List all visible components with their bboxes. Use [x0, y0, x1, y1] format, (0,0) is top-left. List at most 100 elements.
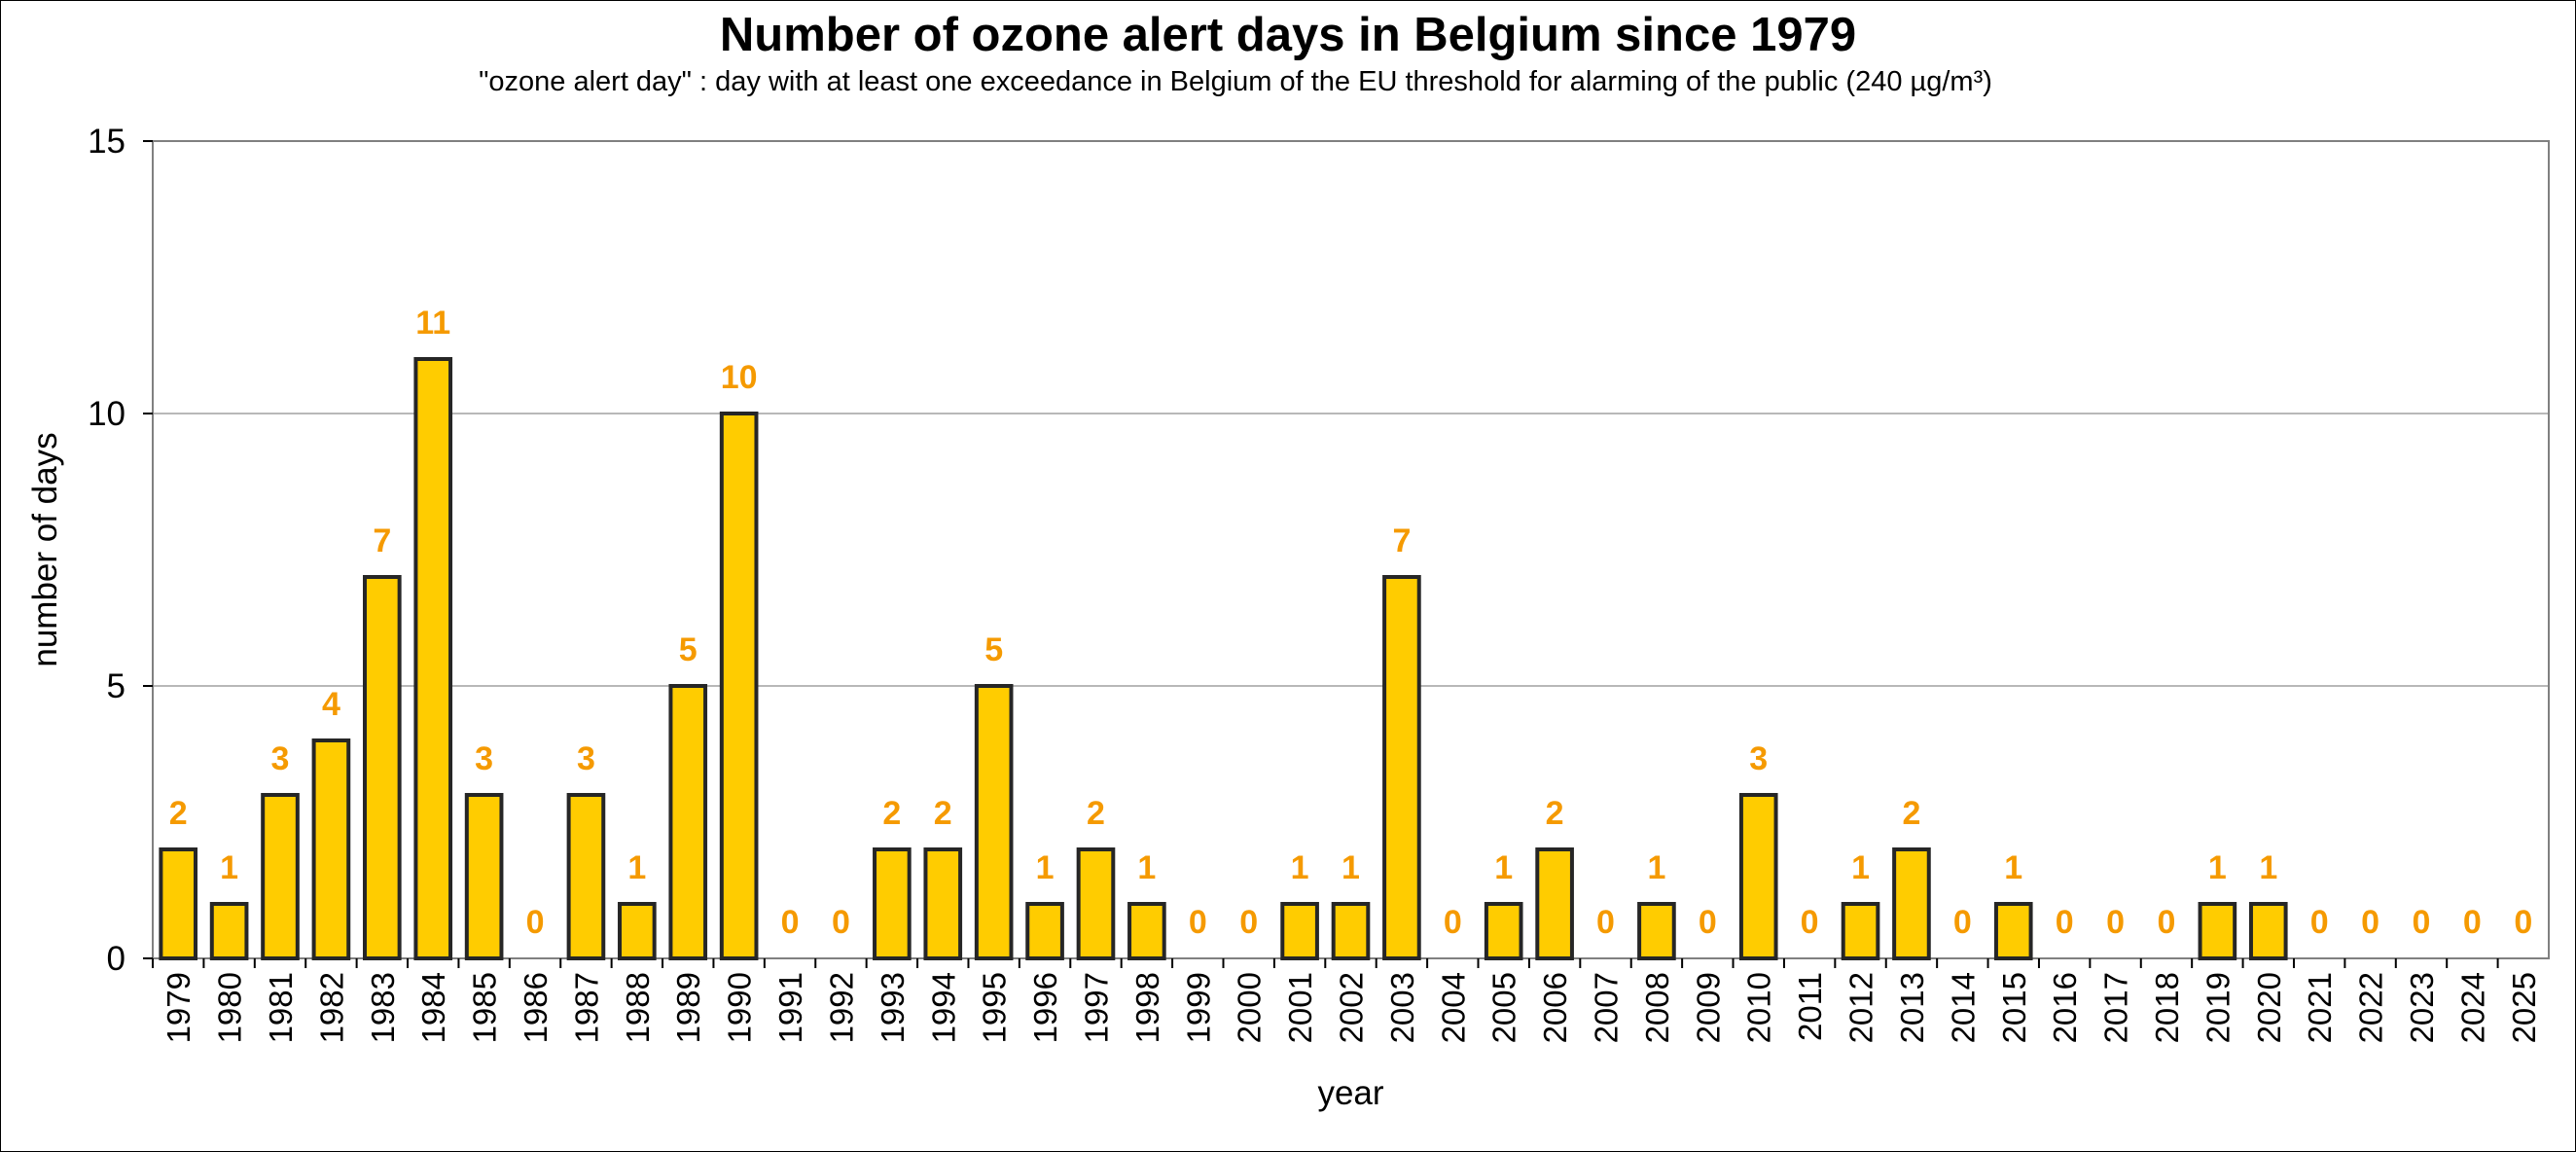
x-tick-label: 1989 [670, 972, 706, 1043]
data-label-2019: 1 [2208, 849, 2227, 886]
x-tick-label: 2015 [1996, 972, 2032, 1043]
x-tick-label: 1982 [313, 972, 349, 1043]
x-tick-label: 1991 [772, 972, 808, 1043]
x-tick-label: 1979 [161, 972, 197, 1043]
x-tick-label: 1998 [1129, 972, 1165, 1043]
x-tick-label: 2020 [2251, 972, 2287, 1043]
data-label-1981: 3 [271, 740, 290, 777]
x-tick-label: 1995 [977, 972, 1013, 1043]
bar-1988 [618, 902, 657, 960]
bar-2013 [1892, 847, 1931, 960]
x-tick-label: 1983 [365, 972, 401, 1043]
x-tick-label: 2007 [1589, 972, 1625, 1043]
bar-1989 [668, 684, 708, 960]
data-label-2001: 1 [1291, 849, 1309, 886]
chart-subtitle: "ozone alert day" : day with at least on… [479, 66, 1992, 97]
data-label-1983: 7 [373, 522, 391, 559]
y-axis: 0 5 10 15 [88, 123, 153, 978]
y-tick-label: 10 [88, 395, 125, 433]
x-tick-label: 1992 [823, 972, 859, 1043]
data-label-1988: 1 [627, 849, 646, 886]
x-tick-label: 2021 [2302, 972, 2338, 1043]
bar-1993 [873, 847, 912, 960]
data-label-1986: 0 [526, 904, 545, 941]
x-tick-label: 2006 [1537, 972, 1573, 1043]
bar-2020 [2248, 902, 2288, 960]
data-label-1998: 1 [1137, 849, 1156, 886]
bar-1997 [1076, 847, 1116, 960]
data-label-2015: 1 [2004, 849, 2022, 886]
x-tick-label: 1994 [925, 972, 961, 1043]
data-label-2023: 0 [2413, 904, 2431, 941]
data-label-1991: 0 [781, 904, 800, 941]
data-label-2005: 1 [1494, 849, 1513, 886]
x-tick-label: 2008 [1639, 972, 1675, 1043]
x-axis-title: year [1317, 1074, 1383, 1112]
data-label-1985: 3 [475, 740, 493, 777]
bar-2001 [1280, 902, 1319, 960]
data-label-2009: 0 [1699, 904, 1717, 941]
x-axis: 1979 1980 1981 1982 1983 1984 1985 1986 1987 1988… [152, 958, 2542, 1043]
x-tick-label: 1987 [568, 972, 604, 1043]
bar-1981 [261, 793, 300, 960]
data-label-1990: 10 [721, 359, 758, 396]
data-label-2014: 0 [1953, 904, 1972, 941]
x-tick-label: 1986 [518, 972, 554, 1043]
bar-2002 [1331, 902, 1371, 960]
data-label-2004: 0 [1444, 904, 1462, 941]
x-tick-label: 2024 [2454, 972, 2490, 1043]
x-tick-label: 2016 [2047, 972, 2083, 1043]
data-label-1995: 5 [984, 631, 1003, 668]
data-label-1982: 4 [322, 686, 340, 723]
bar-1979 [159, 847, 198, 960]
data-label-1980: 1 [220, 849, 238, 886]
data-label-2011: 0 [1801, 904, 1819, 941]
data-label-1994: 2 [934, 795, 952, 832]
data-label-2024: 0 [2463, 904, 2482, 941]
data-label-2002: 1 [1342, 849, 1360, 886]
bar-2012 [1841, 902, 1880, 960]
data-label-2020: 1 [2259, 849, 2277, 886]
bar-2015 [1993, 902, 2033, 960]
x-tick-label: 2025 [2506, 972, 2542, 1043]
plot-area [152, 140, 2550, 959]
bars [159, 357, 2288, 960]
x-tick-label: 2000 [1232, 972, 1268, 1043]
x-tick-label: 2022 [2353, 972, 2389, 1043]
data-label-2012: 1 [1851, 849, 1870, 886]
gridlines [153, 413, 2549, 687]
data-label-1987: 3 [577, 740, 595, 777]
x-tick-label: 1990 [722, 972, 758, 1043]
data-label-1999: 0 [1189, 904, 1207, 941]
data-label-1992: 0 [832, 904, 850, 941]
x-tick-label: 2004 [1435, 972, 1471, 1043]
bar-1980 [209, 902, 249, 960]
bar-1985 [464, 793, 504, 960]
y-tick-label: 5 [107, 667, 125, 705]
x-tick-label: 2002 [1334, 972, 1370, 1043]
bar-2005 [1484, 902, 1523, 960]
bar-2010 [1738, 793, 1778, 960]
data-label-2008: 1 [1647, 849, 1665, 886]
x-tick-label: 2003 [1384, 972, 1420, 1043]
data-label-1996: 1 [1036, 849, 1055, 886]
y-tick-label: 0 [107, 940, 125, 978]
x-tick-label: 1999 [1180, 972, 1216, 1043]
x-tick-label: 1993 [875, 972, 911, 1043]
chart-title: Number of ozone alert days in Belgium si… [719, 9, 1857, 61]
x-tick-label: 1997 [1078, 972, 1114, 1043]
data-label-2000: 0 [1239, 904, 1258, 941]
x-tick-label: 1988 [620, 972, 656, 1043]
data-label-2025: 0 [2514, 904, 2532, 941]
x-tick-label: 1980 [212, 972, 248, 1043]
bar-2003 [1382, 575, 1421, 960]
x-tick-label: 1981 [263, 972, 299, 1043]
data-label-2007: 0 [1596, 904, 1615, 941]
bar-2006 [1535, 847, 1574, 960]
data-label-1997: 2 [1087, 795, 1105, 832]
x-tick-label: 2001 [1282, 972, 1318, 1043]
data-label-2003: 7 [1392, 522, 1411, 559]
data-label-2017: 0 [2106, 904, 2125, 941]
